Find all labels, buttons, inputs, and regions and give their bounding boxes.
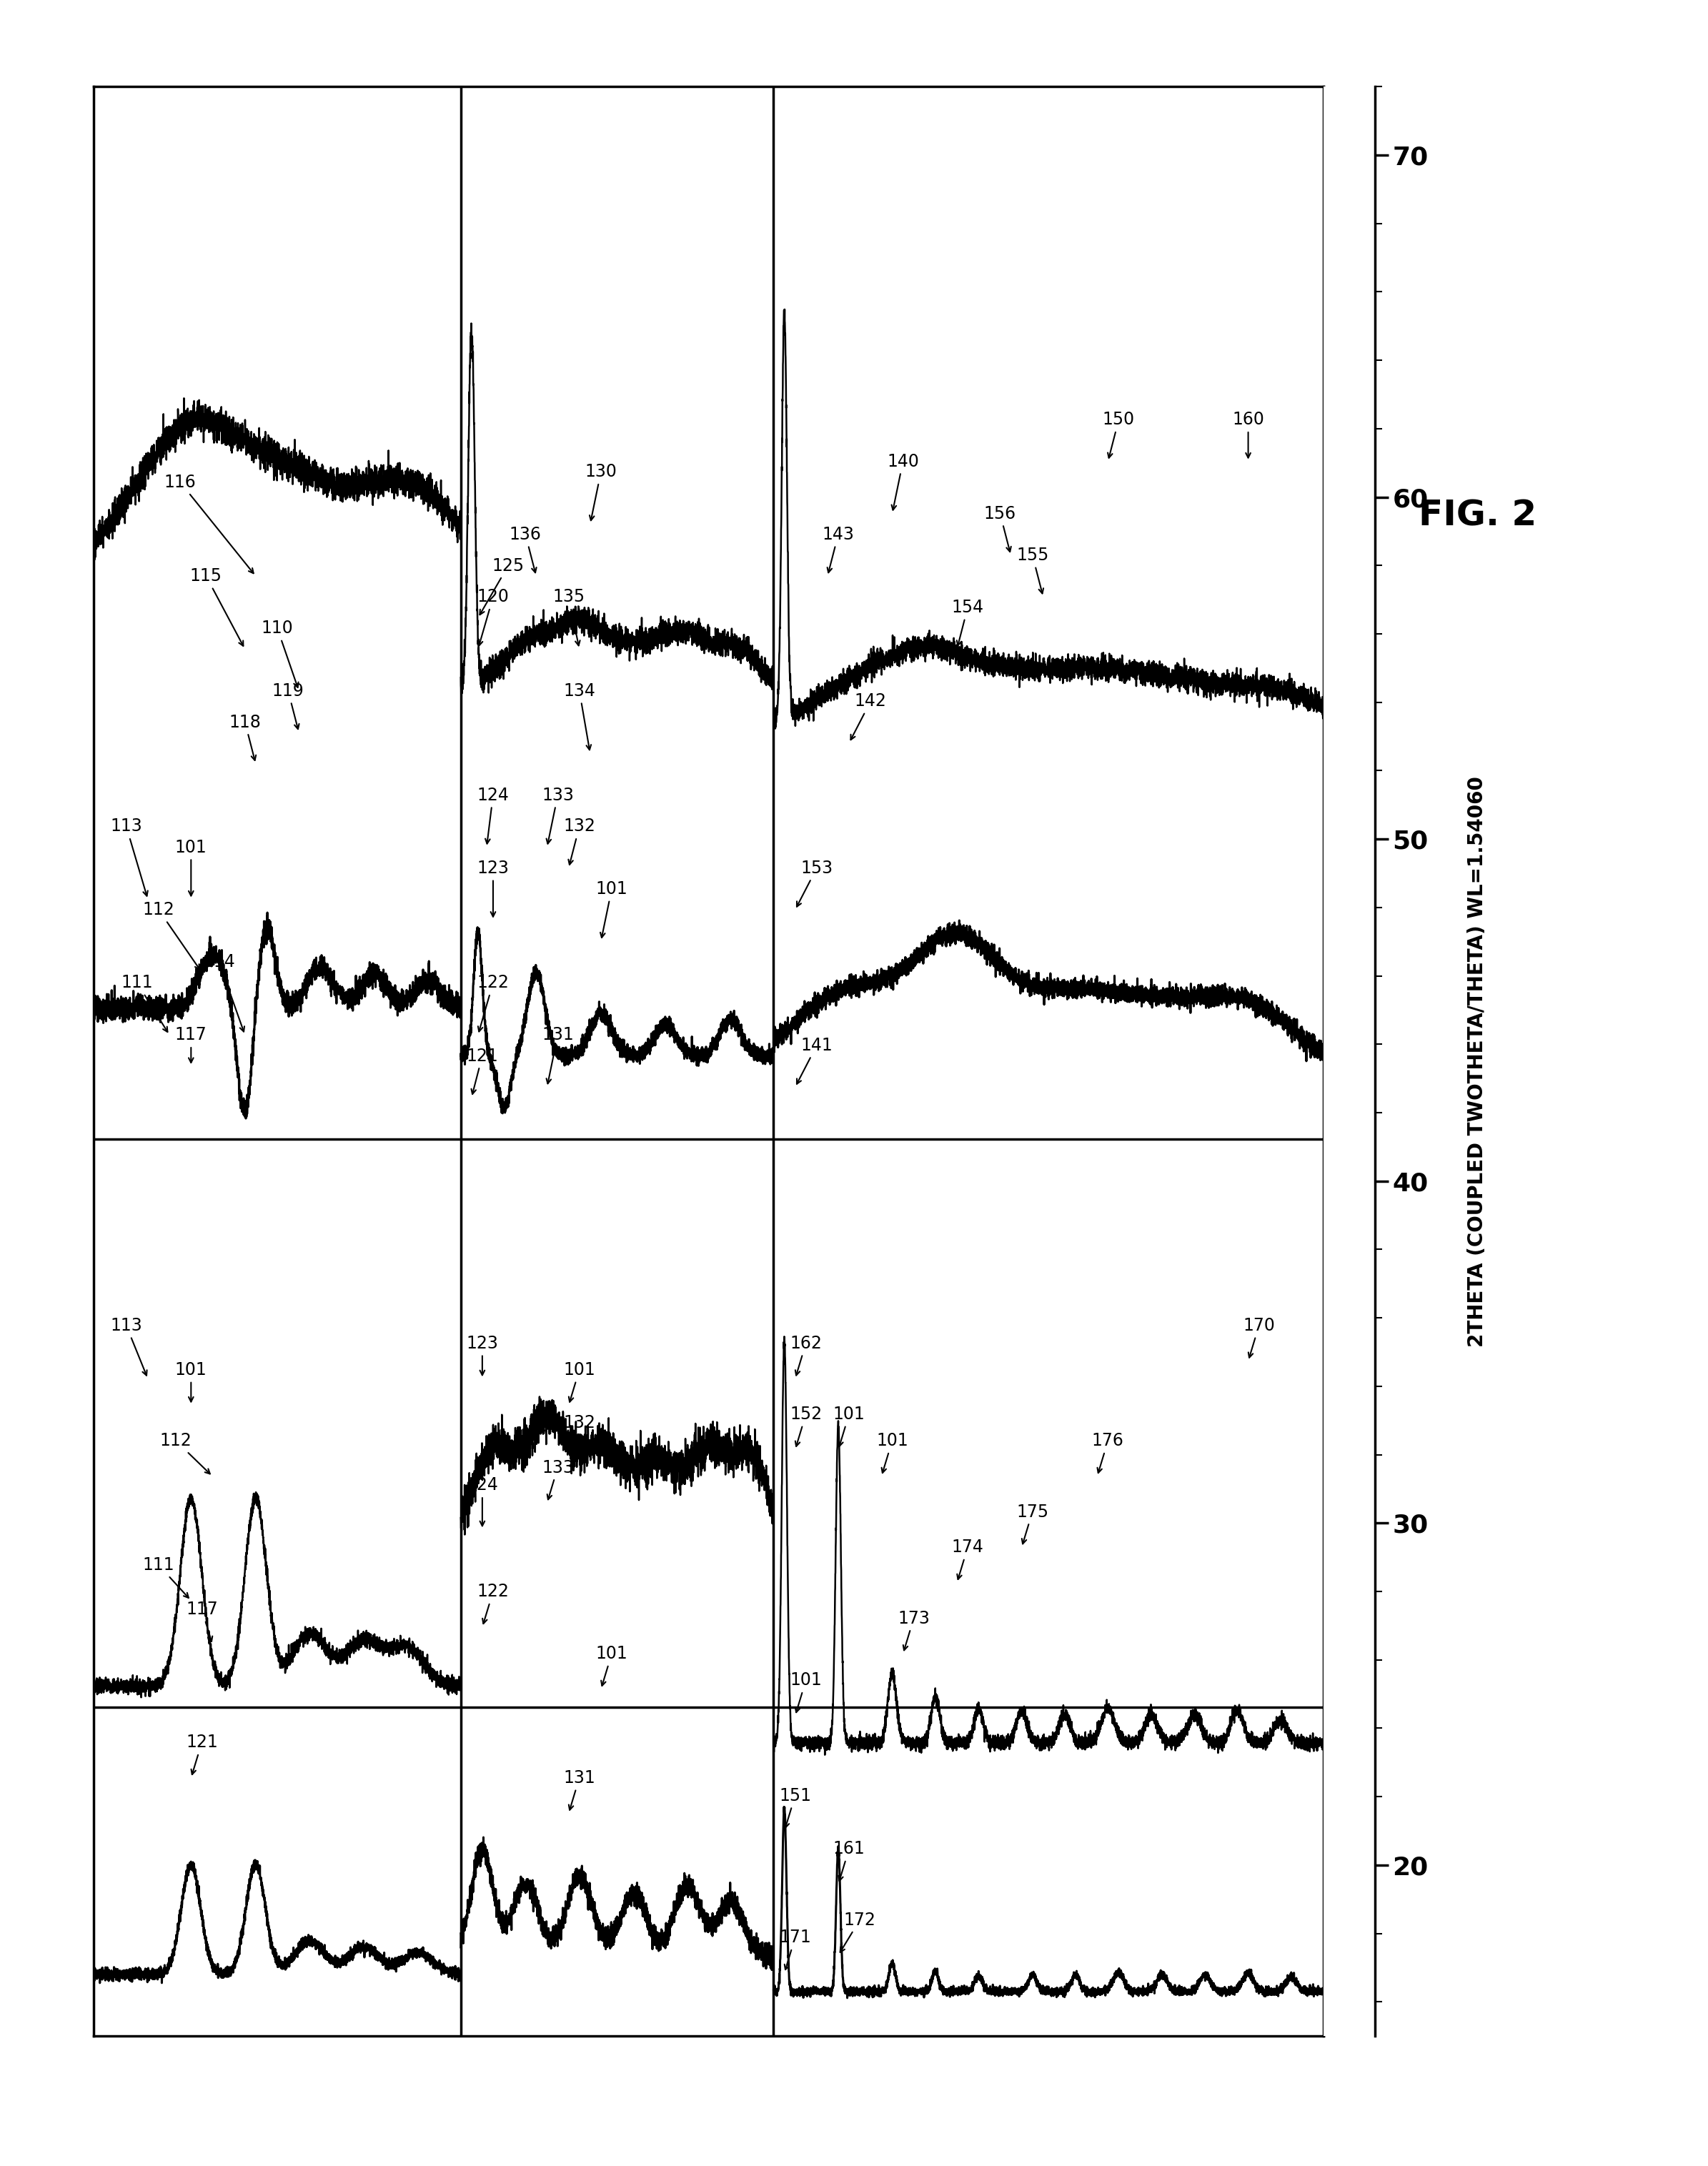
Text: 122: 122 — [477, 1583, 509, 1624]
Text: 111: 111 — [143, 1557, 188, 1599]
Text: 101: 101 — [789, 1672, 822, 1713]
Text: 123: 123 — [477, 860, 509, 916]
Text: 130: 130 — [584, 464, 617, 520]
Text: 174: 174 — [951, 1538, 984, 1579]
Text: 154: 154 — [951, 598, 984, 645]
Text: 175: 175 — [1016, 1503, 1049, 1544]
Text: 101: 101 — [564, 1362, 596, 1401]
Text: 101: 101 — [876, 1432, 909, 1473]
Text: 132: 132 — [564, 819, 596, 864]
Text: 121: 121 — [186, 1735, 219, 1774]
Text: 115: 115 — [190, 567, 243, 645]
Text: 161: 161 — [834, 1841, 864, 1880]
Text: 160: 160 — [1231, 412, 1264, 457]
Text: 101: 101 — [174, 1362, 207, 1401]
Text: 114: 114 — [203, 953, 244, 1031]
Text: 101: 101 — [596, 1646, 629, 1685]
Text: 2THETA (COUPLED TWOTHETA/THETA) WL=1.54060: 2THETA (COUPLED TWOTHETA/THETA) WL=1.540… — [1467, 775, 1488, 1347]
Text: 101: 101 — [174, 838, 207, 897]
Text: 110: 110 — [261, 619, 299, 687]
Text: 116: 116 — [164, 474, 253, 574]
Text: 112: 112 — [143, 901, 200, 970]
Text: 162: 162 — [789, 1334, 822, 1375]
Text: 122: 122 — [477, 975, 509, 1031]
Text: 131: 131 — [564, 1770, 596, 1811]
Text: 113: 113 — [111, 819, 149, 897]
Text: 125: 125 — [480, 557, 524, 615]
Text: 133: 133 — [541, 786, 574, 845]
Text: 140: 140 — [886, 453, 919, 509]
Text: 101: 101 — [596, 879, 629, 938]
Text: 150: 150 — [1103, 412, 1134, 457]
Text: 152: 152 — [789, 1406, 822, 1447]
Text: 133: 133 — [541, 1460, 574, 1499]
Text: 119: 119 — [272, 682, 304, 730]
Text: 124: 124 — [477, 786, 509, 845]
Text: 135: 135 — [552, 589, 584, 645]
Text: 117: 117 — [174, 1027, 207, 1064]
Text: 134: 134 — [564, 682, 596, 749]
Text: 117: 117 — [186, 1601, 219, 1642]
Text: 151: 151 — [779, 1787, 811, 1828]
Text: 113: 113 — [111, 1317, 147, 1375]
Text: 112: 112 — [161, 1432, 210, 1473]
Text: 132: 132 — [564, 1414, 596, 1456]
Text: 172: 172 — [840, 1910, 876, 1952]
Text: 131: 131 — [541, 1027, 574, 1083]
Text: 141: 141 — [798, 1038, 834, 1083]
Text: 176: 176 — [1091, 1432, 1124, 1473]
Text: 101: 101 — [834, 1406, 864, 1447]
Text: FIG. 2: FIG. 2 — [1418, 498, 1537, 533]
Text: 155: 155 — [1016, 546, 1049, 593]
Text: 111: 111 — [121, 975, 167, 1031]
Text: 120: 120 — [477, 589, 509, 645]
Text: 136: 136 — [509, 526, 541, 572]
Text: 170: 170 — [1243, 1317, 1274, 1358]
Text: 173: 173 — [898, 1609, 929, 1650]
Text: 123: 123 — [466, 1334, 499, 1375]
Text: 121: 121 — [466, 1048, 499, 1094]
Text: 153: 153 — [798, 860, 834, 908]
Text: 142: 142 — [851, 693, 886, 741]
Text: 118: 118 — [229, 713, 261, 760]
Text: 171: 171 — [779, 1930, 811, 1969]
Text: 156: 156 — [984, 505, 1016, 552]
Text: 124: 124 — [466, 1477, 499, 1525]
Text: 143: 143 — [822, 526, 854, 572]
